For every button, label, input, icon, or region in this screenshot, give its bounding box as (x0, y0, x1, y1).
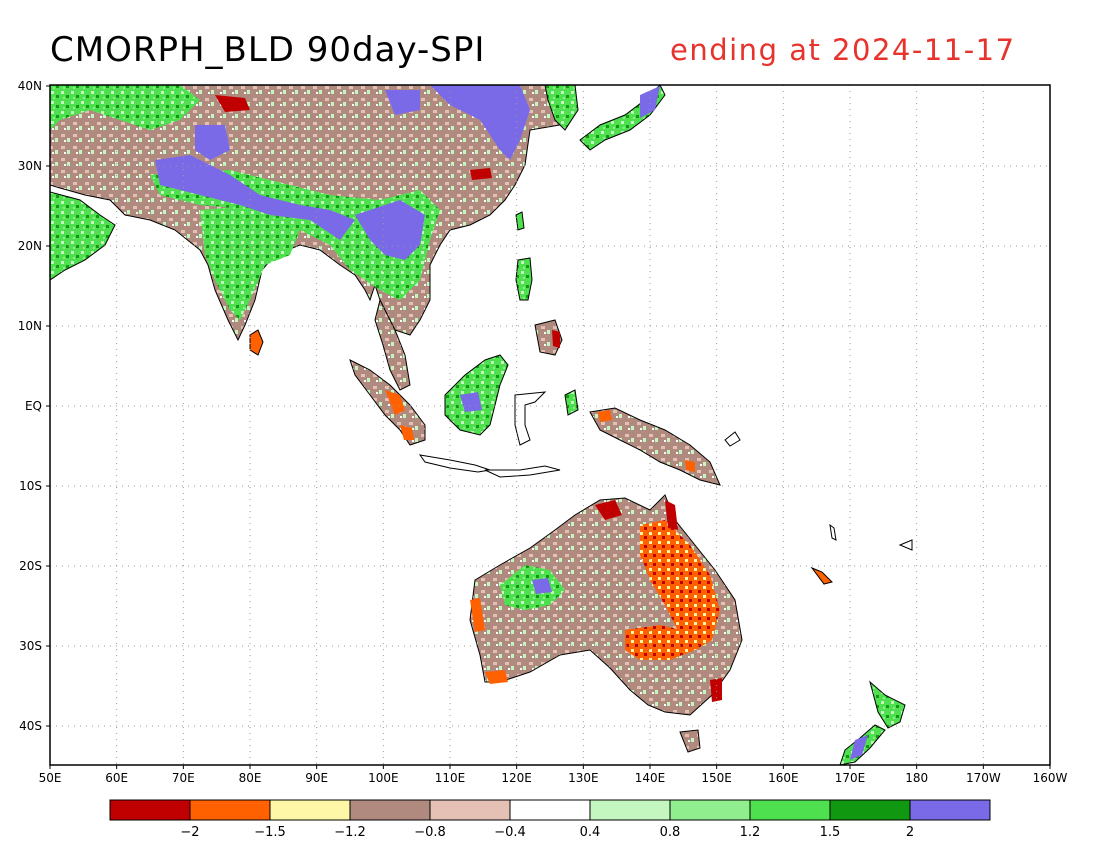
colorbar-swatch (349, 799, 431, 821)
lon-tick-label: 170W (966, 771, 1001, 785)
lon-tick-label: 60E (105, 771, 128, 785)
very-wet-northwest (195, 125, 230, 160)
land-solomons (724, 431, 741, 447)
lat-tick-label: 20S (19, 559, 42, 573)
land-tasmania (679, 729, 701, 753)
land-lesser-sunda (484, 465, 561, 478)
colorbar-label: −2 (180, 825, 199, 840)
colorbar-swatch (269, 799, 351, 821)
very-wet-north (385, 90, 420, 115)
land-java (418, 454, 491, 473)
land-sumatra (349, 359, 426, 446)
very-wet-japan (640, 86, 660, 118)
lon-tick-label: 180 (905, 771, 928, 785)
dry-spot-australia-west (470, 598, 508, 684)
colorbar-swatch (669, 799, 751, 821)
colorbar-swatch (109, 799, 191, 821)
lon-tick-label: 80E (239, 771, 262, 785)
colorbar-label: 1.5 (820, 825, 841, 840)
land-sulawesi (514, 391, 547, 446)
colorbar-swatch (429, 799, 511, 821)
colorbar-label: 1.2 (740, 825, 761, 840)
lat-tick-label: 40S (19, 719, 42, 733)
wet-region-india (200, 205, 300, 320)
very-wet-nz (850, 735, 868, 760)
lon-tick-label: 50E (39, 771, 62, 785)
map-title: CMORPH_BLD 90day-SPI (50, 30, 486, 70)
land-nz-north (869, 680, 906, 729)
dry-mindanao (552, 330, 560, 348)
very-wet-australia (532, 578, 552, 594)
lon-tick-label: 140E (635, 771, 666, 785)
colorbar-label: 2 (906, 825, 914, 840)
colorbar-labels: −2 −1.5 −1.2 −0.8 −0.4 0.4 0.8 1.2 1.5 2 (180, 825, 914, 840)
spi-field (50, 85, 913, 765)
very-wet-northeast (430, 85, 530, 160)
dry-spots-china (215, 95, 492, 180)
colorbar-label: 0.4 (580, 825, 601, 840)
lon-tick-label: 110E (435, 771, 466, 785)
land-fiji (898, 539, 913, 551)
lon-tick-label: 90E (305, 771, 328, 785)
land-taiwan (515, 211, 525, 231)
wet-region-australia-west (500, 565, 565, 610)
lon-tick-label: 100E (368, 771, 399, 785)
lat-tick-label: 10N (18, 319, 42, 333)
colorbar-swatch (189, 799, 271, 821)
land-vanuatu (829, 523, 837, 541)
land-srilanka (249, 329, 264, 356)
lat-tick-label: 30S (19, 639, 42, 653)
lon-tick-label: 160E (768, 771, 799, 785)
land-halmahera (564, 389, 579, 416)
wet-region-china (150, 170, 440, 300)
longitude-labels: 50E 60E 70E 80E 90E 100E 110E 120E 130E 140E 150E 1… (39, 765, 1068, 785)
colorbar-label: −0.8 (414, 825, 446, 840)
colorbar-label: −1.2 (334, 825, 366, 840)
very-wet-borneo (460, 392, 482, 412)
colorbar-swatch (589, 799, 671, 821)
lat-tick-label: 30N (18, 159, 42, 173)
very-wet-indochina (355, 200, 425, 260)
dry-spots-australia-north (595, 500, 678, 530)
colorbar-label: −1.5 (254, 825, 286, 840)
lon-tick-label: 150E (701, 771, 732, 785)
colorbar-label: −0.4 (494, 825, 526, 840)
lon-tick-label: 70E (172, 771, 195, 785)
land-korea (544, 85, 579, 131)
colorbar (109, 799, 991, 821)
colorbar-label: 0.8 (660, 825, 681, 840)
lon-tick-label: 120E (501, 771, 532, 785)
date-subtitle: ending at 2024-11-17 (670, 33, 1016, 67)
lat-tick-label: EQ (25, 399, 42, 413)
lon-tick-label: 160W (1033, 771, 1068, 785)
land-new-caledonia (810, 566, 833, 585)
dry-region-australia-central (625, 625, 700, 660)
lat-tick-label: 20N (18, 239, 42, 253)
dry-new-guinea (598, 410, 695, 472)
map-frame (49, 84, 1051, 766)
latitude-labels: 40N 30N 20N 10N EQ 10S 20S 30S 40S (18, 79, 50, 733)
dry-region-australia-east (640, 520, 720, 650)
dry-spot-australia-se (710, 678, 722, 702)
land-arabia (50, 191, 116, 281)
land-malaya (374, 298, 411, 391)
land-luzon (515, 257, 533, 301)
lon-tick-label: 130E (568, 771, 599, 785)
lat-tick-label: 10S (19, 479, 42, 493)
colorbar-swatch (829, 799, 911, 821)
lat-tick-label: 40N (18, 79, 42, 93)
colorbar-swatch (509, 799, 591, 821)
very-wet-tibet (155, 155, 355, 240)
lon-tick-label: 170E (835, 771, 866, 785)
colorbar-swatch (749, 799, 831, 821)
colorbar-swatch (909, 799, 991, 821)
dry-sumatra (385, 390, 414, 440)
wet-north-band (50, 85, 200, 130)
